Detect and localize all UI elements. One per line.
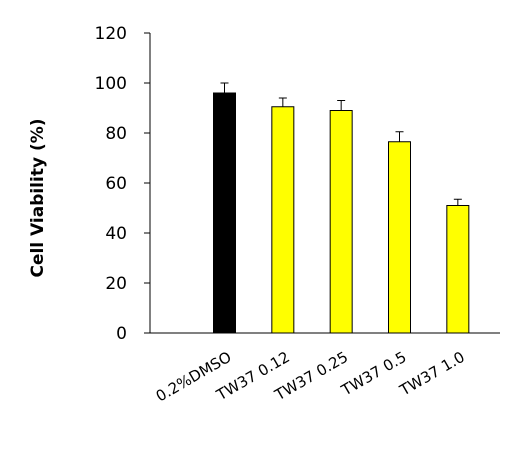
y-tick-label: 120 [95,24,127,44]
y-axis-title: Cell Viability (%) [28,118,48,277]
y-tick-label: 60 [105,174,127,194]
category-label: TW37 0.5 [338,348,410,400]
bar [446,205,470,334]
bars [213,82,470,334]
bar [213,92,236,334]
y-tick-label: 40 [105,224,127,244]
y-tick-label: 80 [105,124,127,144]
bar [329,110,353,334]
category-label: TW37 1.0 [396,348,468,400]
bar [271,106,295,334]
y-axis-ticks: 0 20 40 60 80 100 120 [95,24,150,344]
bar [388,141,411,334]
y-tick-label: 20 [105,274,127,294]
y-tick-label: 0 [116,324,127,344]
y-tick-label: 100 [95,74,127,94]
